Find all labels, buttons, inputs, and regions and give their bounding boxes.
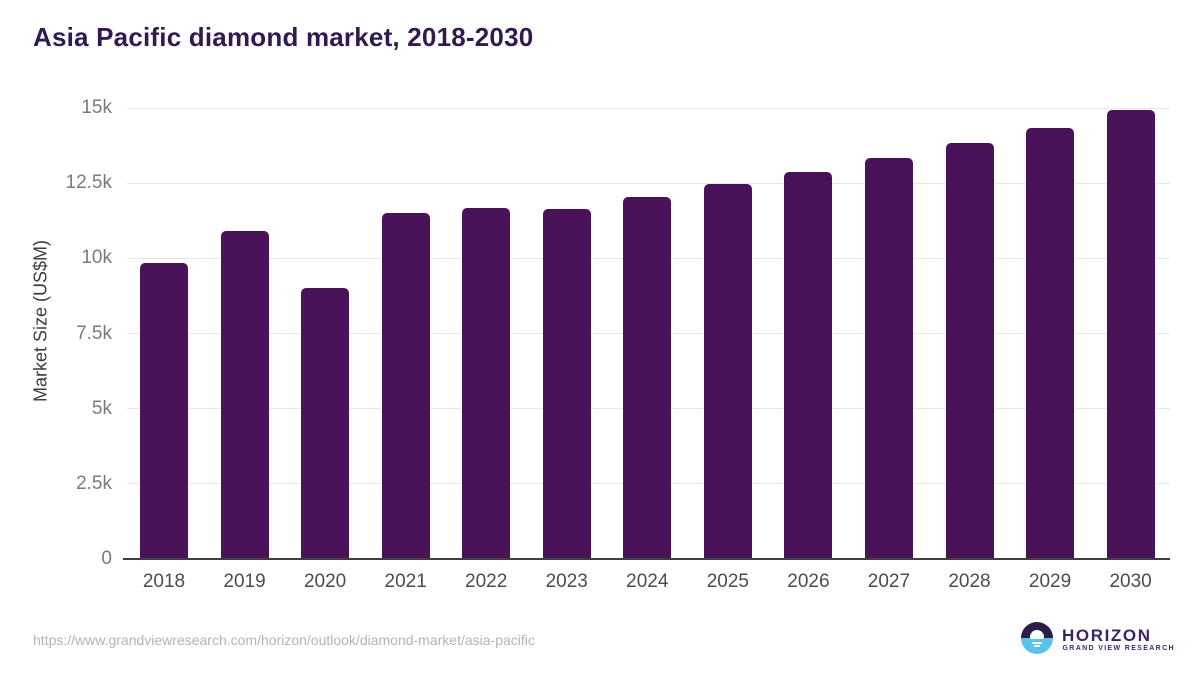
x-tick-label: 2024 (626, 571, 669, 592)
bar-2020 (301, 288, 350, 559)
y-tick-label: 15k (81, 97, 112, 118)
x-tick-label: 2020 (303, 571, 347, 592)
bar-2019 (220, 231, 269, 559)
chart-title: Asia Pacific diamond market, 2018-2030 (33, 22, 534, 52)
x-tick-label: 2023 (545, 571, 588, 592)
horizon-logo-icon (1021, 622, 1053, 654)
x-tick-label: 2018 (142, 571, 186, 592)
logo-brand-text: HORIZON (1062, 626, 1152, 645)
sun-glyph (1030, 630, 1044, 639)
bar-2029 (1026, 127, 1075, 559)
bar-2022 (462, 208, 511, 559)
horizon-logo: HORIZON GRAND VIEW RESEARCH (1021, 622, 1181, 656)
x-tick-label: 2025 (706, 571, 749, 592)
y-tick-label: 7.5k (76, 322, 112, 344)
x-tick-label: 2028 (948, 571, 991, 592)
y-tick-label: 2.5k (76, 472, 112, 494)
x-tick-label: 2030 (1109, 571, 1152, 592)
x-tick-label: 2029 (1028, 571, 1072, 592)
gridline-12.5k (127, 182, 1170, 184)
bar-2025 (703, 184, 752, 559)
bar-2026 (784, 171, 833, 559)
bar-2021 (381, 213, 430, 559)
x-tick-label: 2026 (787, 571, 830, 592)
y-tick-label: 12.5k (65, 172, 112, 194)
source-url-text: https://www.grandviewresearch.com/horizo… (33, 632, 535, 648)
gridline-15k (127, 107, 1170, 109)
bar-2028 (945, 143, 994, 559)
x-tick-label: 2021 (384, 571, 427, 592)
bar-2030 (1106, 110, 1155, 559)
bar-2024 (623, 196, 672, 559)
y-tick-label: 5k (91, 397, 112, 419)
logo-subbrand-text: GRAND VIEW RESEARCH (1062, 645, 1175, 652)
bar-2027 (864, 158, 913, 559)
sun-reflection-line (1032, 641, 1042, 644)
x-tick-label: 2022 (465, 571, 508, 592)
x-tick-label: 2027 (867, 571, 911, 592)
sun-reflection-line (1034, 645, 1040, 648)
y-tick-label: 10k (81, 247, 112, 269)
y-tick-label: 0 (101, 548, 112, 569)
x-tick-label: 2019 (223, 571, 266, 592)
bar-2018 (140, 262, 188, 559)
bar-2023 (542, 209, 591, 559)
x-axis-line (123, 558, 1170, 560)
